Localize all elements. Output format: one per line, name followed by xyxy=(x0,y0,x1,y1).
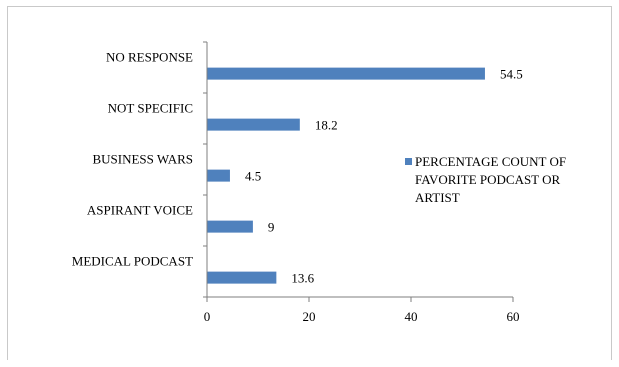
data-label: 13.6 xyxy=(291,271,314,286)
data-label: 54.5 xyxy=(500,67,523,82)
category-label: NO RESPONSE xyxy=(106,49,193,64)
bar-not-specific xyxy=(207,118,300,131)
x-tick-label: 60 xyxy=(507,309,520,324)
legend-swatch xyxy=(405,158,412,165)
labels-group: 0 20 40 60 NO RESPONSE 54.5 NOT SPECIFIC 18.2 BU… xyxy=(72,49,523,324)
legend-text-line: ARTIST xyxy=(415,190,460,205)
bar-aspirant-voice xyxy=(207,220,253,233)
bar-business-wars xyxy=(207,169,230,182)
category-label: ASPIRANT VOICE xyxy=(87,202,193,217)
legend: PERCENTAGE COUNT OF FAVORITE PODCAST OR AR… xyxy=(405,154,566,205)
bars-group xyxy=(207,67,485,284)
data-label: 9 xyxy=(268,220,275,235)
x-tick-label: 20 xyxy=(303,309,316,324)
category-label: BUSINESS WARS xyxy=(92,151,193,166)
category-label: NOT SPECIFIC xyxy=(108,100,193,115)
axes-group xyxy=(203,41,514,302)
legend-text-line: FAVORITE PODCAST OR xyxy=(415,172,561,187)
x-tick-label: 40 xyxy=(405,309,418,324)
category-label: MEDICAL PODCAST xyxy=(72,253,193,268)
data-label: 18.2 xyxy=(315,118,338,133)
bar-no-response xyxy=(207,67,485,80)
legend-text-line: PERCENTAGE COUNT OF xyxy=(415,154,566,169)
bar-medical-podcast xyxy=(207,271,277,284)
x-tick-label: 0 xyxy=(204,309,211,324)
data-label: 4.5 xyxy=(245,169,261,184)
